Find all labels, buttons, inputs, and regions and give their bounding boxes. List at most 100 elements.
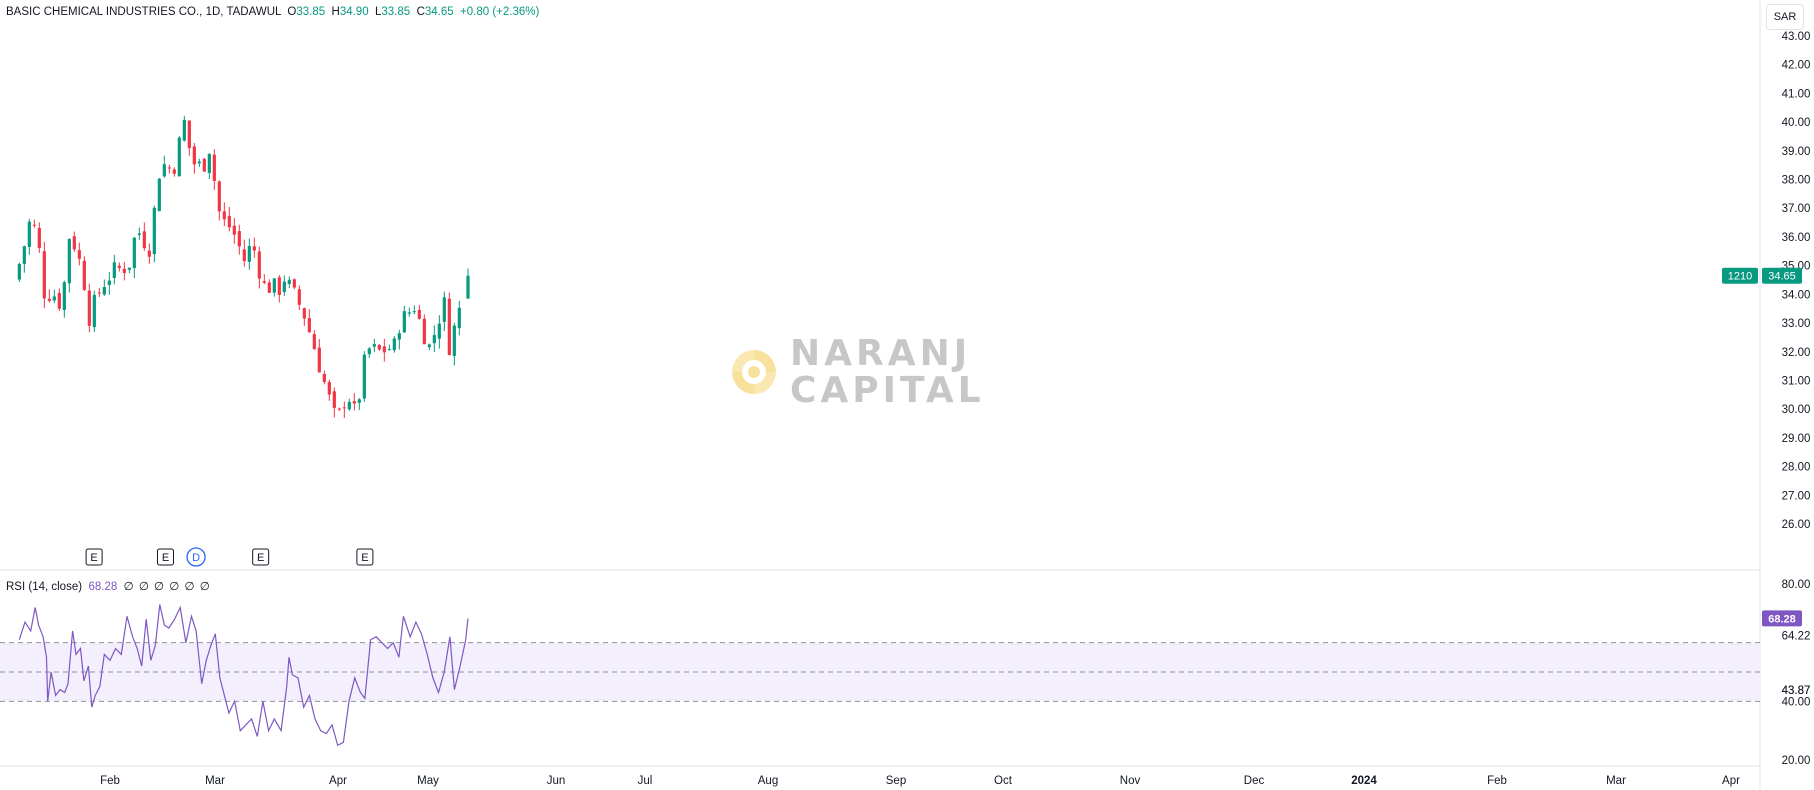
price-tick-label: 43.00: [1782, 31, 1811, 43]
currency-button[interactable]: SAR: [1766, 4, 1804, 30]
dividend-marker[interactable]: [186, 547, 206, 567]
candle-body: [347, 401, 351, 410]
low-value: 33.85: [381, 6, 411, 18]
candle-body: [222, 211, 226, 220]
candle-body: [167, 167, 171, 169]
candle-body: [422, 318, 426, 345]
ticker-badge-label: 1210: [1728, 271, 1752, 283]
candle-body: [57, 292, 61, 309]
rsi-tick-label: 64.22: [1782, 631, 1811, 643]
earnings-marker[interactable]: [85, 548, 103, 566]
candle-body: [332, 391, 336, 408]
rsi-tick-label: 80.00: [1782, 579, 1811, 591]
dividend-marker-label: D: [192, 552, 200, 564]
candle-body: [227, 215, 231, 228]
price-tick-label: 38.00: [1782, 175, 1811, 187]
candle-body: [317, 347, 321, 373]
candle-body: [352, 401, 356, 404]
price-tick-label: 30.00: [1782, 404, 1811, 416]
candle-body: [42, 251, 46, 299]
candle-body: [87, 290, 91, 326]
last-price-badge: [1762, 267, 1802, 284]
candle-body: [237, 231, 241, 247]
candle-body: [312, 334, 316, 350]
earnings-marker[interactable]: [356, 548, 374, 566]
candle-body: [307, 318, 311, 333]
earnings-marker-label: E: [257, 552, 264, 564]
candle-body: [362, 354, 366, 399]
rsi-tick-label: 40.00: [1782, 696, 1811, 708]
candle-body: [432, 335, 436, 344]
candle-body: [142, 231, 146, 249]
candle-body: [147, 250, 151, 257]
rsi-line: [18, 604, 469, 747]
candle-body: [52, 296, 56, 301]
candle-body: [97, 292, 101, 294]
candle-body: [397, 333, 401, 340]
candle-body: [437, 323, 441, 339]
chart-legend-header: BASIC CHEMICAL INDUSTRIES CO., 1D, TADAW…: [6, 6, 539, 18]
candle-body: [197, 161, 201, 164]
time-tick-label: Sep: [886, 775, 906, 787]
time-tick-label: Dec: [1244, 775, 1265, 787]
candle-body: [447, 298, 451, 355]
price-tick-label: 32.00: [1782, 347, 1811, 359]
ticker-badge: [1722, 267, 1758, 284]
rsi-value-badge-label: 68.28: [1768, 613, 1796, 625]
price-tick-label: 39.00: [1782, 146, 1811, 158]
candlestick-series: [17, 115, 470, 418]
candle-body: [287, 279, 291, 284]
watermark-line-2: CAPITAL: [790, 370, 985, 411]
candle-body: [202, 158, 206, 172]
candle-body: [412, 311, 416, 313]
candle-body: [267, 282, 271, 293]
earnings-marker[interactable]: [156, 548, 174, 566]
candle-body: [247, 245, 251, 262]
candle-body: [392, 338, 396, 351]
last-price-label: 34.65: [1768, 271, 1796, 283]
candle-body: [242, 249, 246, 262]
price-tick-label: 40.00: [1782, 117, 1811, 129]
candle-body: [452, 325, 456, 356]
candle-body: [217, 181, 221, 212]
candle-body: [257, 251, 261, 279]
rsi-value-badge: [1762, 610, 1802, 627]
price-tick-label: 37.00: [1782, 203, 1811, 215]
candle-body: [252, 246, 256, 251]
price-tick-label: 36.00: [1782, 232, 1811, 244]
candle-body: [102, 286, 106, 295]
candle-body: [322, 373, 326, 383]
close-label: C: [416, 6, 425, 18]
watermark: NARANJ CAPITAL: [728, 335, 985, 409]
candle-body: [182, 119, 186, 141]
candle-body: [77, 250, 81, 259]
candle-body: [82, 260, 86, 290]
candle-body: [152, 207, 156, 255]
candle-body: [262, 281, 266, 283]
candle-body: [272, 278, 276, 293]
candle-body: [367, 348, 371, 355]
candle-body: [162, 164, 166, 177]
candle-body: [417, 309, 421, 319]
price-tick-label: 41.00: [1782, 88, 1811, 100]
candle-body: [122, 268, 126, 273]
price-tick-label: 34.00: [1782, 289, 1811, 301]
rsi-extras: ∅ ∅ ∅ ∅ ∅ ∅: [123, 581, 211, 593]
symbol-name[interactable]: BASIC CHEMICAL INDUSTRIES CO., 1D, TADAW…: [6, 6, 281, 18]
open-value: 33.85: [296, 6, 326, 18]
candle-body: [132, 237, 136, 269]
time-tick-label: May: [417, 775, 439, 787]
earnings-marker[interactable]: [252, 548, 270, 566]
rsi-tick-label: 20.00: [1782, 755, 1811, 767]
candle-body: [27, 221, 31, 247]
candle-body: [177, 137, 181, 177]
candle-body: [457, 307, 461, 329]
price-tick-label: 33.00: [1782, 318, 1811, 330]
naranj-logo-icon: [732, 350, 776, 394]
rsi-label[interactable]: RSI (14, close): [6, 581, 83, 593]
price-tick-label: 28.00: [1782, 462, 1811, 474]
candle-body: [32, 224, 36, 226]
candle-body: [342, 407, 346, 409]
candle-body: [72, 236, 76, 250]
